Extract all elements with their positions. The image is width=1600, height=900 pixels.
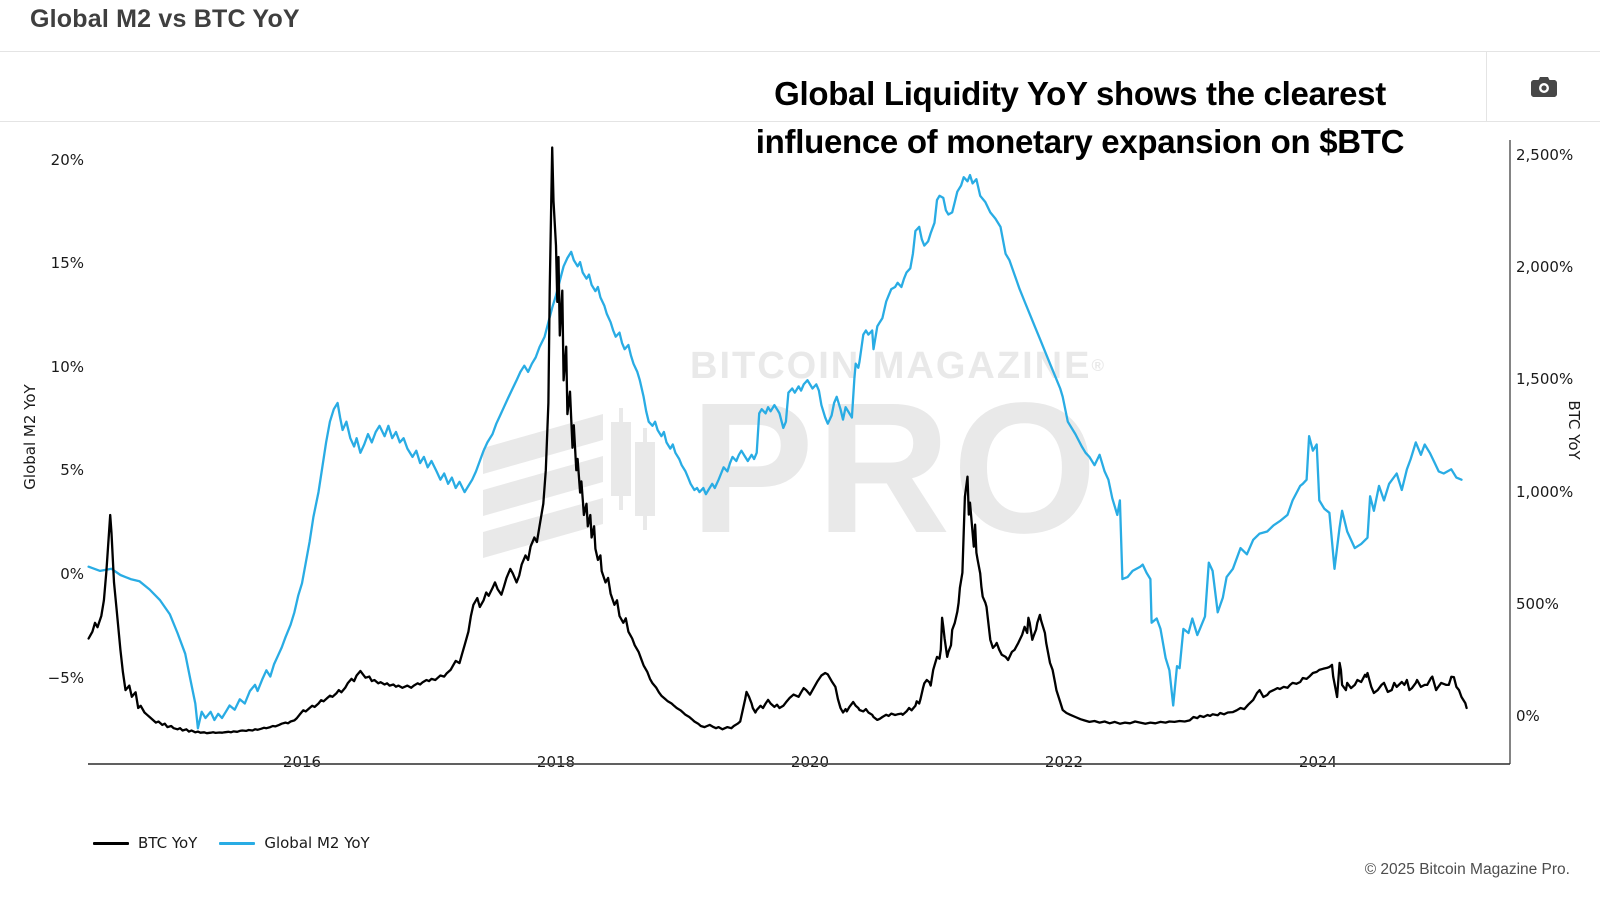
left-tick-20: 20% (50, 150, 84, 169)
camera-icon (1530, 75, 1558, 99)
right-tick-2500: 2,500% (1516, 146, 1574, 164)
right-tick-2000: 2,000% (1516, 258, 1574, 277)
series-line-btc-yoy (87, 146, 1468, 735)
x-tick-2016: 2016 (282, 753, 322, 771)
m2-line-swatch-icon (219, 841, 256, 845)
series-line-global-m2-yoy (87, 173, 1463, 730)
x-tick-2018: 2018 (536, 753, 576, 771)
left-tick-15: 15% (50, 254, 84, 273)
right-tick-500: 500% (1516, 594, 1559, 613)
x-tick-2020: 2020 (790, 753, 830, 771)
page-title: Global M2 vs BTC YoY (30, 5, 300, 33)
subheader-band (0, 52, 1600, 122)
legend-item-btc: BTC YoY (93, 834, 197, 852)
watermark-pro: PRO (690, 365, 1100, 572)
left-tick-5: 5% (60, 461, 84, 480)
x-tick-2022: 2022 (1044, 753, 1084, 771)
screenshot-button[interactable] (1486, 52, 1600, 121)
legend: BTC YoY Global M2 YoY (93, 834, 370, 852)
legend-label-btc: BTC YoY (138, 834, 198, 852)
copyright: © 2025 Bitcoin Magazine Pro. (1364, 861, 1570, 878)
chart-annotation: Global Liquidity YoY shows the clearest … (700, 70, 1460, 166)
left-tick-0: 0% (60, 565, 84, 583)
left-tick--5: −5% (47, 668, 84, 687)
legend-label-m2: Global M2 YoY (264, 834, 370, 852)
header-divider (0, 51, 1600, 52)
legend-item-m2: Global M2 YoY (219, 834, 370, 852)
x-tick-2024: 2024 (1298, 753, 1338, 771)
annotation-line2: influence of monetary expansion on $BTC (755, 123, 1405, 160)
right-tick-1500: 1,500% (1516, 370, 1574, 389)
watermark-brand: BITCOIN MAGAZINE® (690, 345, 1106, 387)
registered-mark: ® (1091, 356, 1106, 375)
annotation-line1: Global Liquidity YoY shows the clearest (774, 75, 1386, 112)
left-tick-10: 10% (50, 357, 84, 376)
right-tick-0: 0% (1516, 707, 1540, 725)
right-tick-1000: 1,000% (1516, 482, 1574, 501)
btc-line-swatch-icon (93, 841, 129, 845)
